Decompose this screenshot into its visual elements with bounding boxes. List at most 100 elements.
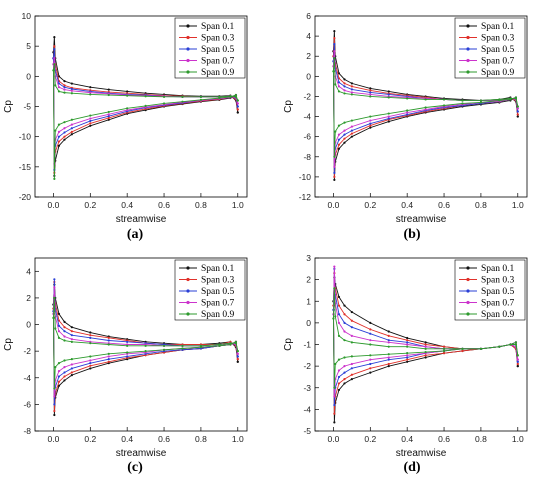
data-point xyxy=(333,57,336,60)
y-tick-label: -10 xyxy=(299,172,312,182)
data-point xyxy=(53,48,56,51)
data-point xyxy=(337,133,341,136)
legend-marker xyxy=(186,277,190,282)
legend-marker xyxy=(466,35,470,40)
x-tick-label: 0.4 xyxy=(401,200,413,210)
data-point xyxy=(199,98,203,101)
data-point xyxy=(57,319,61,322)
data-point xyxy=(70,123,73,126)
y-tick-label: -15 xyxy=(19,162,32,172)
data-point xyxy=(424,356,427,359)
x-tick-label: 1.0 xyxy=(232,200,244,210)
data-point xyxy=(89,124,92,127)
data-point xyxy=(126,90,129,93)
data-point xyxy=(57,86,61,89)
data-point xyxy=(144,104,147,107)
data-point xyxy=(57,362,61,365)
y-tick-label: 2 xyxy=(306,275,311,285)
data-point xyxy=(387,362,390,366)
data-point xyxy=(479,99,483,102)
data-point xyxy=(181,100,184,103)
data-point xyxy=(70,371,73,374)
chart-panel: -12 -10 -8 -6 -4 -2 0 2 4 6 0.0 0.2 0.4 0.6 0.8 1.0 Cp st… xyxy=(283,11,528,242)
data-point xyxy=(350,341,353,344)
data-point xyxy=(406,343,409,346)
data-point xyxy=(89,91,92,94)
data-point xyxy=(70,358,73,361)
legend-label: Span 0.3 xyxy=(201,276,235,286)
data-point xyxy=(369,343,372,346)
data-point xyxy=(181,347,184,350)
data-point xyxy=(57,384,61,387)
data-point xyxy=(107,352,110,355)
data-point xyxy=(337,382,341,385)
data-point xyxy=(333,43,336,46)
data-point xyxy=(387,334,390,337)
data-point xyxy=(53,177,56,180)
data-point xyxy=(337,295,341,299)
data-point xyxy=(387,356,390,359)
data-point xyxy=(387,341,390,344)
y-tick-label: 4 xyxy=(306,31,311,41)
data-point xyxy=(369,362,372,366)
x-tick-label: 0.0 xyxy=(48,200,60,210)
x-tick-label: 0.8 xyxy=(195,434,207,444)
data-point xyxy=(89,342,92,345)
data-point xyxy=(337,138,341,141)
data-point xyxy=(126,109,129,112)
data-point xyxy=(333,421,336,424)
data-point xyxy=(63,91,66,94)
legend-label: Span 0.1 xyxy=(481,264,515,274)
data-point xyxy=(387,93,390,96)
data-point xyxy=(343,365,346,368)
legend-marker xyxy=(466,24,470,28)
data-point xyxy=(350,367,353,370)
legend-box xyxy=(174,17,246,79)
data-point xyxy=(236,350,239,353)
data-point xyxy=(70,133,73,136)
data-point xyxy=(126,94,129,97)
data-point xyxy=(350,82,353,85)
data-point xyxy=(350,91,353,94)
y-tick-label: 2 xyxy=(26,293,31,303)
x-tick-label: 0.6 xyxy=(158,200,170,210)
y-tick-label: 1 xyxy=(306,296,311,306)
legend-marker xyxy=(466,277,470,282)
data-point xyxy=(57,123,61,126)
data-point xyxy=(236,360,239,363)
data-point xyxy=(350,319,353,322)
data-point xyxy=(162,344,166,347)
data-point xyxy=(424,345,427,348)
data-point xyxy=(70,338,73,341)
data-point xyxy=(343,304,346,307)
data-point xyxy=(333,171,336,174)
legend-marker xyxy=(186,35,190,40)
data-point xyxy=(89,119,92,123)
data-point xyxy=(479,101,483,104)
y-tick-label: -4 xyxy=(303,404,311,414)
data-point xyxy=(53,296,56,300)
data-point xyxy=(89,122,92,125)
data-point xyxy=(107,110,110,114)
chart-panel: -20 -15 -10 -5 0 5 10 0.0 0.2 0.4 0.6 0.8 1.0 Cp strea… xyxy=(3,11,248,242)
data-point xyxy=(236,358,239,361)
data-point xyxy=(63,86,66,89)
data-point xyxy=(337,81,341,84)
data-point xyxy=(509,98,512,101)
legend-marker xyxy=(186,300,190,305)
data-point xyxy=(343,321,346,324)
y-tick-label: 2 xyxy=(306,51,311,61)
data-point xyxy=(89,331,92,334)
data-point xyxy=(516,354,519,357)
legend-box xyxy=(454,259,526,321)
panel-label: (b) xyxy=(403,227,420,242)
data-point xyxy=(57,375,61,378)
data-point xyxy=(162,102,166,105)
y-tick-label: 6 xyxy=(306,11,311,21)
data-point xyxy=(52,69,55,72)
legend-label: Span 0.5 xyxy=(201,287,235,297)
data-point xyxy=(63,371,66,374)
data-point xyxy=(406,109,409,112)
data-point xyxy=(126,351,129,354)
